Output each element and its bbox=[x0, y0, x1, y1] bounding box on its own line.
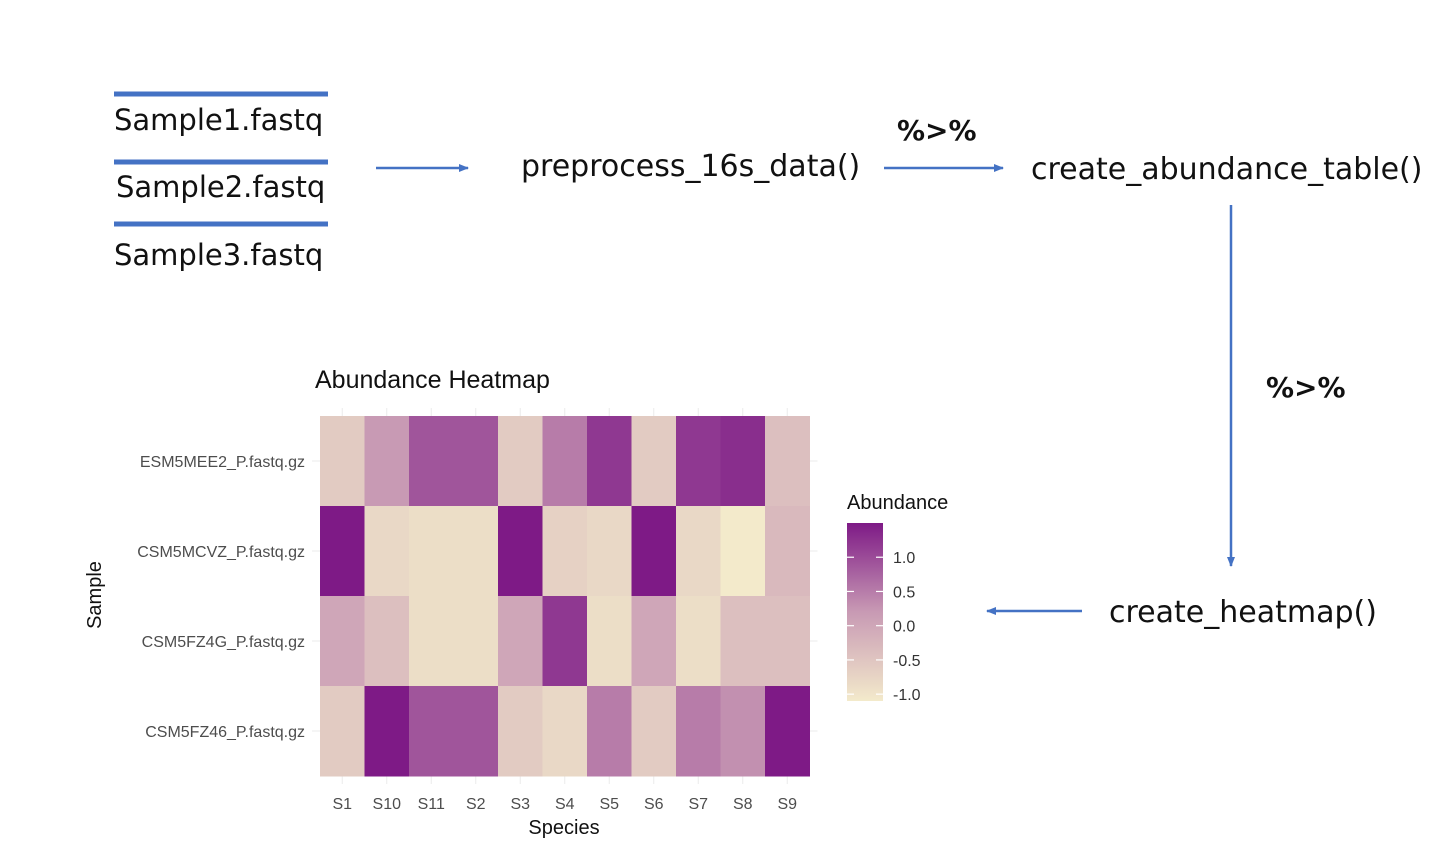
heatmap-cell bbox=[453, 416, 499, 507]
step-preprocess: preprocess_16s_data() bbox=[521, 149, 860, 184]
heatmap-cell bbox=[542, 686, 588, 777]
legend-colorbar bbox=[847, 523, 883, 701]
heatmap-cell bbox=[676, 686, 721, 777]
legend-title: Abundance bbox=[847, 492, 948, 514]
x-tick-label: S3 bbox=[510, 796, 530, 813]
heatmap-cell bbox=[720, 416, 766, 507]
input-files: Sample1.fastq Sample2.fastq Sample3.fast… bbox=[114, 91, 328, 272]
heatmap-cell bbox=[587, 686, 632, 777]
step-create-heatmap: create_heatmap() bbox=[1109, 595, 1377, 630]
heatmap-cell bbox=[498, 416, 543, 507]
heatmap-cell bbox=[720, 506, 766, 597]
heatmap-cell bbox=[542, 596, 588, 687]
heatmap-cell bbox=[765, 596, 810, 687]
heatmap-cell bbox=[765, 416, 810, 507]
heatmap-cell bbox=[364, 596, 410, 687]
heatmap-cell bbox=[631, 416, 677, 507]
heatmap-cell bbox=[409, 596, 454, 687]
heatmap-cell bbox=[765, 506, 810, 597]
heatmap-cell bbox=[498, 506, 543, 597]
legend-tick-label: 1.0 bbox=[893, 550, 915, 567]
heatmap-cell bbox=[542, 416, 588, 507]
legend-tick-label: 0.5 bbox=[893, 584, 915, 601]
y-axis-title: Sample bbox=[84, 561, 106, 629]
heatmap-cell bbox=[409, 506, 454, 597]
y-tick-label: CSM5MCVZ_P.fastq.gz bbox=[137, 544, 305, 561]
heatmap-cell bbox=[542, 506, 588, 597]
heatmap-cell bbox=[453, 506, 499, 597]
x-axis-title: Species bbox=[528, 817, 599, 839]
heatmap-cell bbox=[765, 686, 810, 777]
x-tick-label: S8 bbox=[733, 796, 753, 813]
heatmap-cell bbox=[587, 416, 632, 507]
heatmap-cells bbox=[320, 416, 810, 777]
file-label-sample3: Sample3.fastq bbox=[114, 238, 323, 272]
legend-tick-label: 0.0 bbox=[893, 619, 915, 636]
y-tick-label: CSM5FZ4G_P.fastq.gz bbox=[142, 634, 305, 651]
heatmap-cell bbox=[409, 686, 454, 777]
heatmap-cell bbox=[320, 596, 365, 687]
heatmap-cell bbox=[364, 506, 410, 597]
x-tick-label: S5 bbox=[599, 796, 619, 813]
x-tick-label: S1 bbox=[332, 796, 352, 813]
heatmap-cell bbox=[631, 686, 677, 777]
heatmap-cell bbox=[587, 596, 632, 687]
heatmap-cell bbox=[676, 596, 721, 687]
heatmap-cell bbox=[587, 506, 632, 597]
legend-tick-label: -1.0 bbox=[893, 687, 921, 704]
heatmap-cell bbox=[631, 596, 677, 687]
file-label-sample1: Sample1.fastq bbox=[114, 103, 323, 137]
chart-title: Abundance Heatmap bbox=[315, 366, 550, 394]
x-tick-label: S10 bbox=[373, 796, 402, 813]
file-label-sample2: Sample2.fastq bbox=[116, 170, 325, 204]
heatmap-cell bbox=[320, 506, 365, 597]
heatmap-cell bbox=[720, 596, 766, 687]
y-tick-labels: ESM5MEE2_P.fastq.gz CSM5MCVZ_P.fastq.gz CS… bbox=[137, 454, 305, 741]
x-tick-labels: S1 S10 S11 S2 S3 S4 S5 S6 S7 S8 S9 bbox=[332, 796, 797, 813]
x-tick-label: S7 bbox=[688, 796, 708, 813]
heatmap-cell bbox=[320, 686, 365, 777]
x-tick-label: S9 bbox=[777, 796, 797, 813]
heatmap-cell bbox=[631, 506, 677, 597]
heatmap-cell bbox=[676, 506, 721, 597]
heatmap-cell bbox=[364, 686, 410, 777]
pipe-label-2: %>% bbox=[1266, 371, 1346, 404]
heatmap-cell bbox=[453, 686, 499, 777]
x-tick-label: S11 bbox=[418, 796, 445, 813]
heatmap-cell bbox=[364, 416, 410, 507]
abundance-heatmap: Abundance Heatmap ESM5MEE2_P.fastq.gz CSM… bbox=[84, 366, 818, 839]
heatmap-cell bbox=[409, 416, 454, 507]
heatmap-cell bbox=[453, 596, 499, 687]
heatmap-cell bbox=[498, 686, 543, 777]
step-create-abundance-table: create_abundance_table() bbox=[1031, 152, 1422, 187]
heatmap-cell bbox=[720, 686, 766, 777]
legend-ticks: 1.0 0.5 0.0 -0.5 -1.0 bbox=[847, 550, 921, 704]
heatmap-cell bbox=[676, 416, 721, 507]
heatmap-cell bbox=[320, 416, 365, 507]
x-tick-label: S2 bbox=[466, 796, 486, 813]
y-tick-label: ESM5MEE2_P.fastq.gz bbox=[140, 454, 305, 471]
legend-tick-label: -0.5 bbox=[893, 653, 921, 670]
heatmap-cell bbox=[498, 596, 543, 687]
heatmap-legend: Abundance 1.0 0.5 0.0 -0.5 -1.0 bbox=[847, 492, 948, 704]
x-tick-label: S6 bbox=[644, 796, 664, 813]
y-tick-label: CSM5FZ46_P.fastq.gz bbox=[145, 724, 305, 741]
x-tick-label: S4 bbox=[555, 796, 575, 813]
pipe-label-1: %>% bbox=[897, 114, 977, 147]
